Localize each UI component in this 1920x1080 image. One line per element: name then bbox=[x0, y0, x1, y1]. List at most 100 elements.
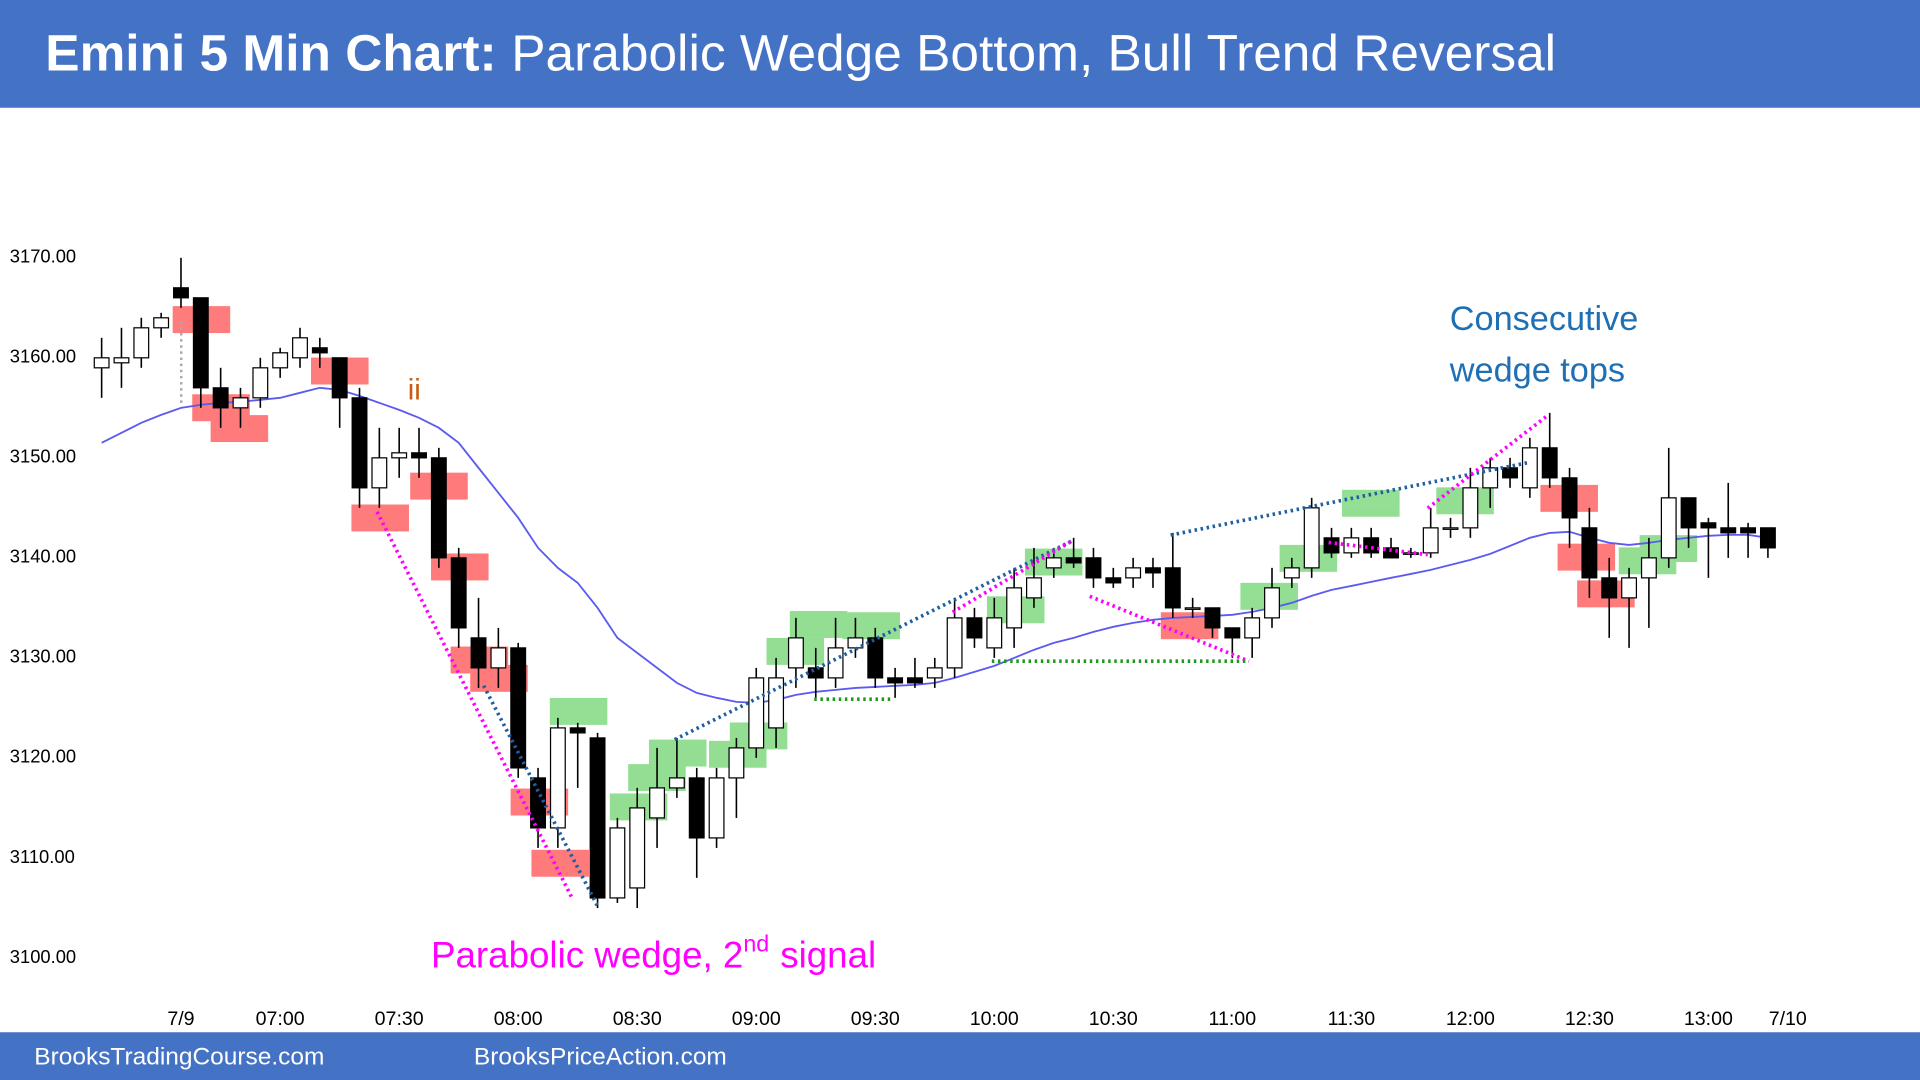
candle bbox=[1502, 457, 1518, 488]
candle bbox=[212, 367, 229, 428]
candle-body bbox=[430, 457, 447, 559]
candle bbox=[173, 257, 189, 308]
candle bbox=[1026, 547, 1042, 608]
candle bbox=[549, 717, 566, 848]
x-tick-label: 7/9 bbox=[167, 1008, 194, 1030]
candle bbox=[331, 357, 348, 428]
candle-body bbox=[1581, 527, 1598, 579]
candle bbox=[272, 347, 289, 378]
candle bbox=[609, 817, 626, 903]
candle-body bbox=[470, 637, 487, 669]
candle bbox=[1521, 437, 1538, 498]
candle bbox=[768, 657, 785, 748]
candle-body bbox=[1601, 577, 1618, 599]
candle-body bbox=[391, 452, 408, 459]
candle bbox=[391, 427, 408, 478]
candle-body bbox=[887, 677, 904, 684]
x-tick-label: 07:30 bbox=[375, 1008, 424, 1030]
signal-boxes bbox=[172, 306, 1698, 877]
candle-body bbox=[1541, 447, 1558, 479]
subtitle: Parabolic Wedge Bottom, Bull Trend Rever… bbox=[511, 23, 1556, 81]
candle-body bbox=[1065, 557, 1082, 564]
candle bbox=[1680, 497, 1697, 548]
x-tick-label: 07:00 bbox=[256, 1008, 305, 1030]
candle-body bbox=[629, 807, 646, 889]
candle-body bbox=[946, 617, 963, 669]
candle bbox=[1700, 517, 1717, 578]
y-tick-label: 3100.00 bbox=[10, 946, 76, 967]
candle-body bbox=[966, 617, 983, 639]
y-tick-label: 3160.00 bbox=[10, 346, 76, 367]
candle-body bbox=[708, 777, 725, 839]
candle-body bbox=[1224, 627, 1241, 639]
candle-body bbox=[510, 647, 527, 769]
candle-body bbox=[807, 667, 824, 679]
candle bbox=[1204, 607, 1221, 638]
candle-body bbox=[906, 677, 923, 684]
candle bbox=[1006, 567, 1023, 648]
title: Emini 5 Min Chart: Parabolic Wedge Bottom… bbox=[45, 23, 1556, 81]
candle bbox=[430, 447, 447, 568]
buy-box bbox=[789, 611, 848, 638]
candle bbox=[1720, 482, 1737, 558]
candle bbox=[1125, 557, 1142, 588]
candle bbox=[688, 767, 705, 878]
candle bbox=[1343, 527, 1360, 558]
candle bbox=[569, 722, 586, 788]
candle bbox=[371, 427, 388, 508]
candle-body bbox=[986, 617, 1003, 649]
trend-lines bbox=[180, 320, 1548, 907]
candle-body bbox=[768, 677, 785, 729]
annotation-sup: nd bbox=[743, 930, 769, 956]
candle-body bbox=[292, 337, 308, 359]
candle bbox=[1244, 607, 1261, 658]
trend-line bbox=[375, 511, 575, 901]
buy-signals bbox=[549, 487, 1698, 821]
candle bbox=[93, 337, 110, 398]
candle-body bbox=[450, 557, 467, 629]
candle-body bbox=[1105, 577, 1122, 584]
candle bbox=[1759, 527, 1776, 558]
candle bbox=[1164, 532, 1181, 618]
footer-bar bbox=[0, 1032, 1920, 1080]
candle bbox=[1601, 557, 1618, 638]
candle bbox=[411, 427, 427, 478]
candle-body bbox=[728, 747, 745, 779]
candle-body bbox=[748, 677, 765, 749]
candle-body bbox=[1521, 447, 1538, 489]
candle bbox=[1283, 557, 1300, 588]
candle bbox=[1482, 457, 1499, 508]
candle bbox=[1363, 527, 1380, 558]
candle-body bbox=[926, 667, 943, 679]
candle-body bbox=[1303, 507, 1320, 569]
sell-box bbox=[210, 415, 269, 443]
x-tick-label: 12:30 bbox=[1565, 1008, 1614, 1030]
plot-area: 3100.00 3110.00 3120.00 3130.00 3140.00 3150.… bbox=[10, 246, 1807, 1031]
candle-body bbox=[867, 637, 884, 679]
candle bbox=[1383, 537, 1399, 559]
candle bbox=[1145, 557, 1161, 588]
candle bbox=[1264, 567, 1280, 628]
candle bbox=[510, 642, 527, 778]
trend-line bbox=[951, 539, 1073, 614]
candle-body bbox=[1462, 487, 1479, 529]
annotation: Consecutive bbox=[1450, 300, 1639, 338]
candle-body bbox=[1561, 477, 1578, 519]
candle-body bbox=[688, 777, 705, 839]
candle-body bbox=[371, 457, 388, 489]
candle bbox=[113, 327, 130, 388]
x-tick-label: 09:00 bbox=[732, 1008, 781, 1030]
candle-body bbox=[1264, 587, 1280, 619]
annotation: wedge tops bbox=[1449, 351, 1625, 389]
candle-body bbox=[1184, 607, 1201, 610]
candle bbox=[867, 627, 884, 688]
candle bbox=[708, 767, 725, 848]
candle-body bbox=[272, 352, 289, 369]
buy-box bbox=[549, 697, 608, 725]
candle bbox=[748, 667, 765, 758]
candle-body bbox=[1621, 577, 1638, 599]
candle-body bbox=[1343, 537, 1360, 554]
trend-line bbox=[1089, 594, 1250, 663]
